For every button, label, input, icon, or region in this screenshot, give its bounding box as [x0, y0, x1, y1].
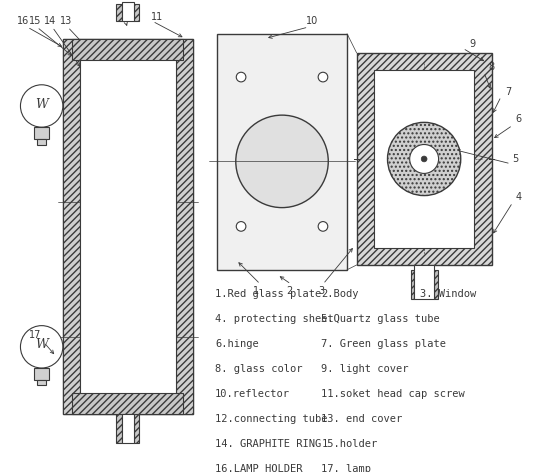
Text: 17: 17	[29, 330, 41, 340]
Text: 4: 4	[515, 193, 522, 202]
Bar	[116, 4, 122, 21]
Bar	[411, 270, 414, 299]
Text: 6.hinge: 6.hinge	[215, 339, 259, 349]
Bar	[176, 39, 193, 414]
Bar	[414, 265, 434, 299]
Text: 12: 12	[125, 12, 137, 22]
Text: 7. Green glass plate: 7. Green glass plate	[321, 339, 446, 349]
Bar	[134, 4, 140, 21]
Text: 10.reflector: 10.reflector	[215, 389, 290, 399]
Text: 8: 8	[488, 62, 495, 72]
Bar	[374, 70, 474, 248]
Text: 7: 7	[505, 86, 511, 97]
Text: 4. protecting sheet: 4. protecting sheet	[215, 314, 334, 324]
Bar	[37, 139, 46, 144]
Text: 17. lamp: 17. lamp	[321, 464, 371, 472]
Circle shape	[20, 85, 63, 127]
Bar	[434, 270, 438, 299]
Bar	[63, 39, 80, 414]
Text: 1: 1	[253, 286, 260, 296]
Text: 16: 16	[17, 16, 30, 26]
Circle shape	[388, 122, 461, 195]
Text: 8. glass color: 8. glass color	[215, 364, 302, 374]
Bar	[72, 393, 183, 414]
Text: 15: 15	[29, 16, 41, 26]
Text: 14: 14	[44, 16, 57, 26]
Circle shape	[236, 221, 246, 231]
Text: 14. GRAPHITE RING: 14. GRAPHITE RING	[215, 439, 321, 449]
Circle shape	[318, 72, 328, 82]
Text: 10: 10	[306, 16, 319, 26]
Text: 12.connecting tube: 12.connecting tube	[215, 414, 328, 424]
Text: 15.holder: 15.holder	[321, 439, 378, 449]
Text: 2.Body: 2.Body	[321, 289, 359, 299]
Bar	[72, 39, 183, 60]
Text: 1.Red glass plate: 1.Red glass plate	[215, 289, 321, 299]
Text: 3: 3	[318, 286, 324, 296]
Bar	[134, 414, 140, 443]
Text: 3. Window: 3. Window	[420, 289, 476, 299]
Text: 9: 9	[469, 39, 475, 49]
Circle shape	[236, 72, 246, 82]
Bar	[122, 2, 134, 21]
Bar	[37, 379, 46, 385]
Circle shape	[236, 115, 328, 208]
Bar	[357, 53, 492, 265]
Text: 11.soket head cap screw: 11.soket head cap screw	[321, 389, 465, 399]
Circle shape	[410, 144, 439, 173]
Bar	[34, 368, 50, 379]
Text: W: W	[35, 338, 48, 351]
Text: 16.LAMP HOLDER: 16.LAMP HOLDER	[215, 464, 302, 472]
Text: 6: 6	[515, 115, 522, 125]
Bar	[63, 39, 193, 414]
Bar	[34, 127, 50, 139]
Circle shape	[20, 326, 63, 368]
Circle shape	[318, 221, 328, 231]
Text: 13: 13	[60, 16, 72, 26]
Text: 2: 2	[286, 286, 292, 296]
Bar	[116, 414, 122, 443]
Bar	[80, 39, 176, 414]
Text: 11: 11	[151, 12, 163, 22]
Text: 9. light cover: 9. light cover	[321, 364, 409, 374]
Text: 5.Quartz glass tube: 5.Quartz glass tube	[321, 314, 440, 324]
Text: W: W	[35, 98, 48, 110]
Circle shape	[421, 156, 427, 162]
Text: 13. end cover: 13. end cover	[321, 414, 403, 424]
Bar	[122, 414, 134, 443]
Text: 5: 5	[513, 154, 519, 164]
Bar	[217, 34, 347, 270]
